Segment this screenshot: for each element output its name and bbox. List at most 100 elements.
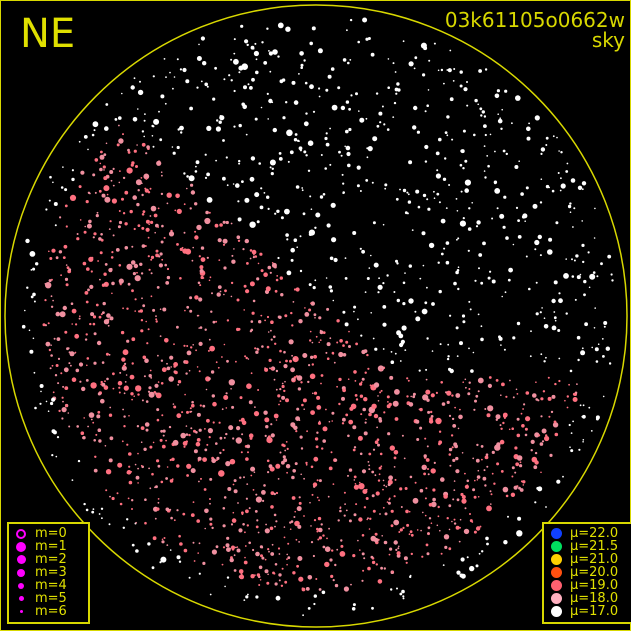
star-mark [92,173,96,177]
star-mark [177,383,180,386]
star-mark [581,243,585,247]
star-mark [457,287,460,291]
star-mark [127,151,131,154]
star-mark [204,428,206,430]
star-mark [103,283,106,286]
star-mark [215,159,218,162]
star-mark [296,506,302,512]
star-mark [329,127,331,130]
star-mark [309,195,312,198]
star-mark [157,354,159,357]
star-mark [299,435,303,439]
star-mark [534,451,538,455]
star-mark [54,374,58,377]
star-mark [121,92,123,95]
star-mark [302,353,308,358]
star-mark [188,433,191,437]
star-mark [124,362,127,365]
star-mark [156,286,160,289]
star-mark [291,324,294,327]
star-mark [163,236,166,239]
star-mark [149,215,152,217]
star-mark [281,395,286,400]
star-mark [353,370,357,374]
star-mark [249,281,255,287]
star-mark [326,342,331,347]
star-mark [515,206,519,209]
star-mark [219,290,222,293]
star-mark [143,173,150,180]
star-mark [542,390,546,393]
star-mark [481,550,484,553]
star-mark [376,426,378,429]
star-mark [68,362,71,365]
star-mark [168,376,174,382]
star-mark [131,161,135,165]
star-mark [495,414,501,420]
star-mark [313,391,318,395]
star-mark [569,211,572,213]
star-mark [230,388,232,390]
star-mark [328,285,333,289]
star-mark [289,150,294,155]
star-mark [93,361,97,365]
star-mark [593,327,596,329]
star-mark [212,97,216,101]
star-mark [225,432,228,436]
star-mark [254,192,260,198]
star-mark [147,255,150,258]
star-mark [331,411,335,415]
star-mark [158,255,161,258]
star-mark [158,110,160,113]
star-mark [393,495,396,498]
star-mark [165,281,170,285]
star-mark [543,360,546,363]
star-mark [279,349,282,353]
star-mark [310,355,314,359]
star-mark [569,369,573,373]
star-mark [97,410,101,414]
star-mark [237,217,242,222]
star-mark [346,29,348,32]
star-mark [374,474,377,477]
star-mark [221,408,224,411]
star-mark [442,177,447,181]
star-mark [467,392,471,396]
star-mark [344,145,347,148]
star-mark [64,277,69,281]
star-mark [387,86,391,89]
star-mark [136,271,138,274]
star-mark [425,389,431,395]
star-mark [365,117,368,120]
star-mark [573,393,576,396]
star-mark [45,342,50,347]
star-mark [483,115,487,118]
star-mark [97,428,102,433]
star-mark [71,177,75,182]
star-mark [91,133,95,137]
star-mark [384,183,388,187]
star-mark [517,219,520,223]
star-mark [50,278,53,281]
star-mark [223,343,226,346]
star-mark [399,528,403,532]
star-mark [298,73,300,75]
star-mark [154,231,156,234]
star-mark [161,414,164,417]
star-mark [438,289,442,294]
star-mark [597,343,600,346]
star-mark [297,524,302,529]
star-mark [576,335,581,340]
star-mark [474,399,477,403]
star-mark [275,491,279,495]
star-mark [464,484,469,489]
star-mark [144,245,147,247]
star-mark [437,505,440,509]
star-mark [487,276,491,280]
star-mark [179,68,182,71]
star-mark [480,114,483,117]
star-mark [261,345,264,348]
star-mark [111,496,115,501]
star-mark [270,505,274,509]
star-mark [133,227,136,231]
